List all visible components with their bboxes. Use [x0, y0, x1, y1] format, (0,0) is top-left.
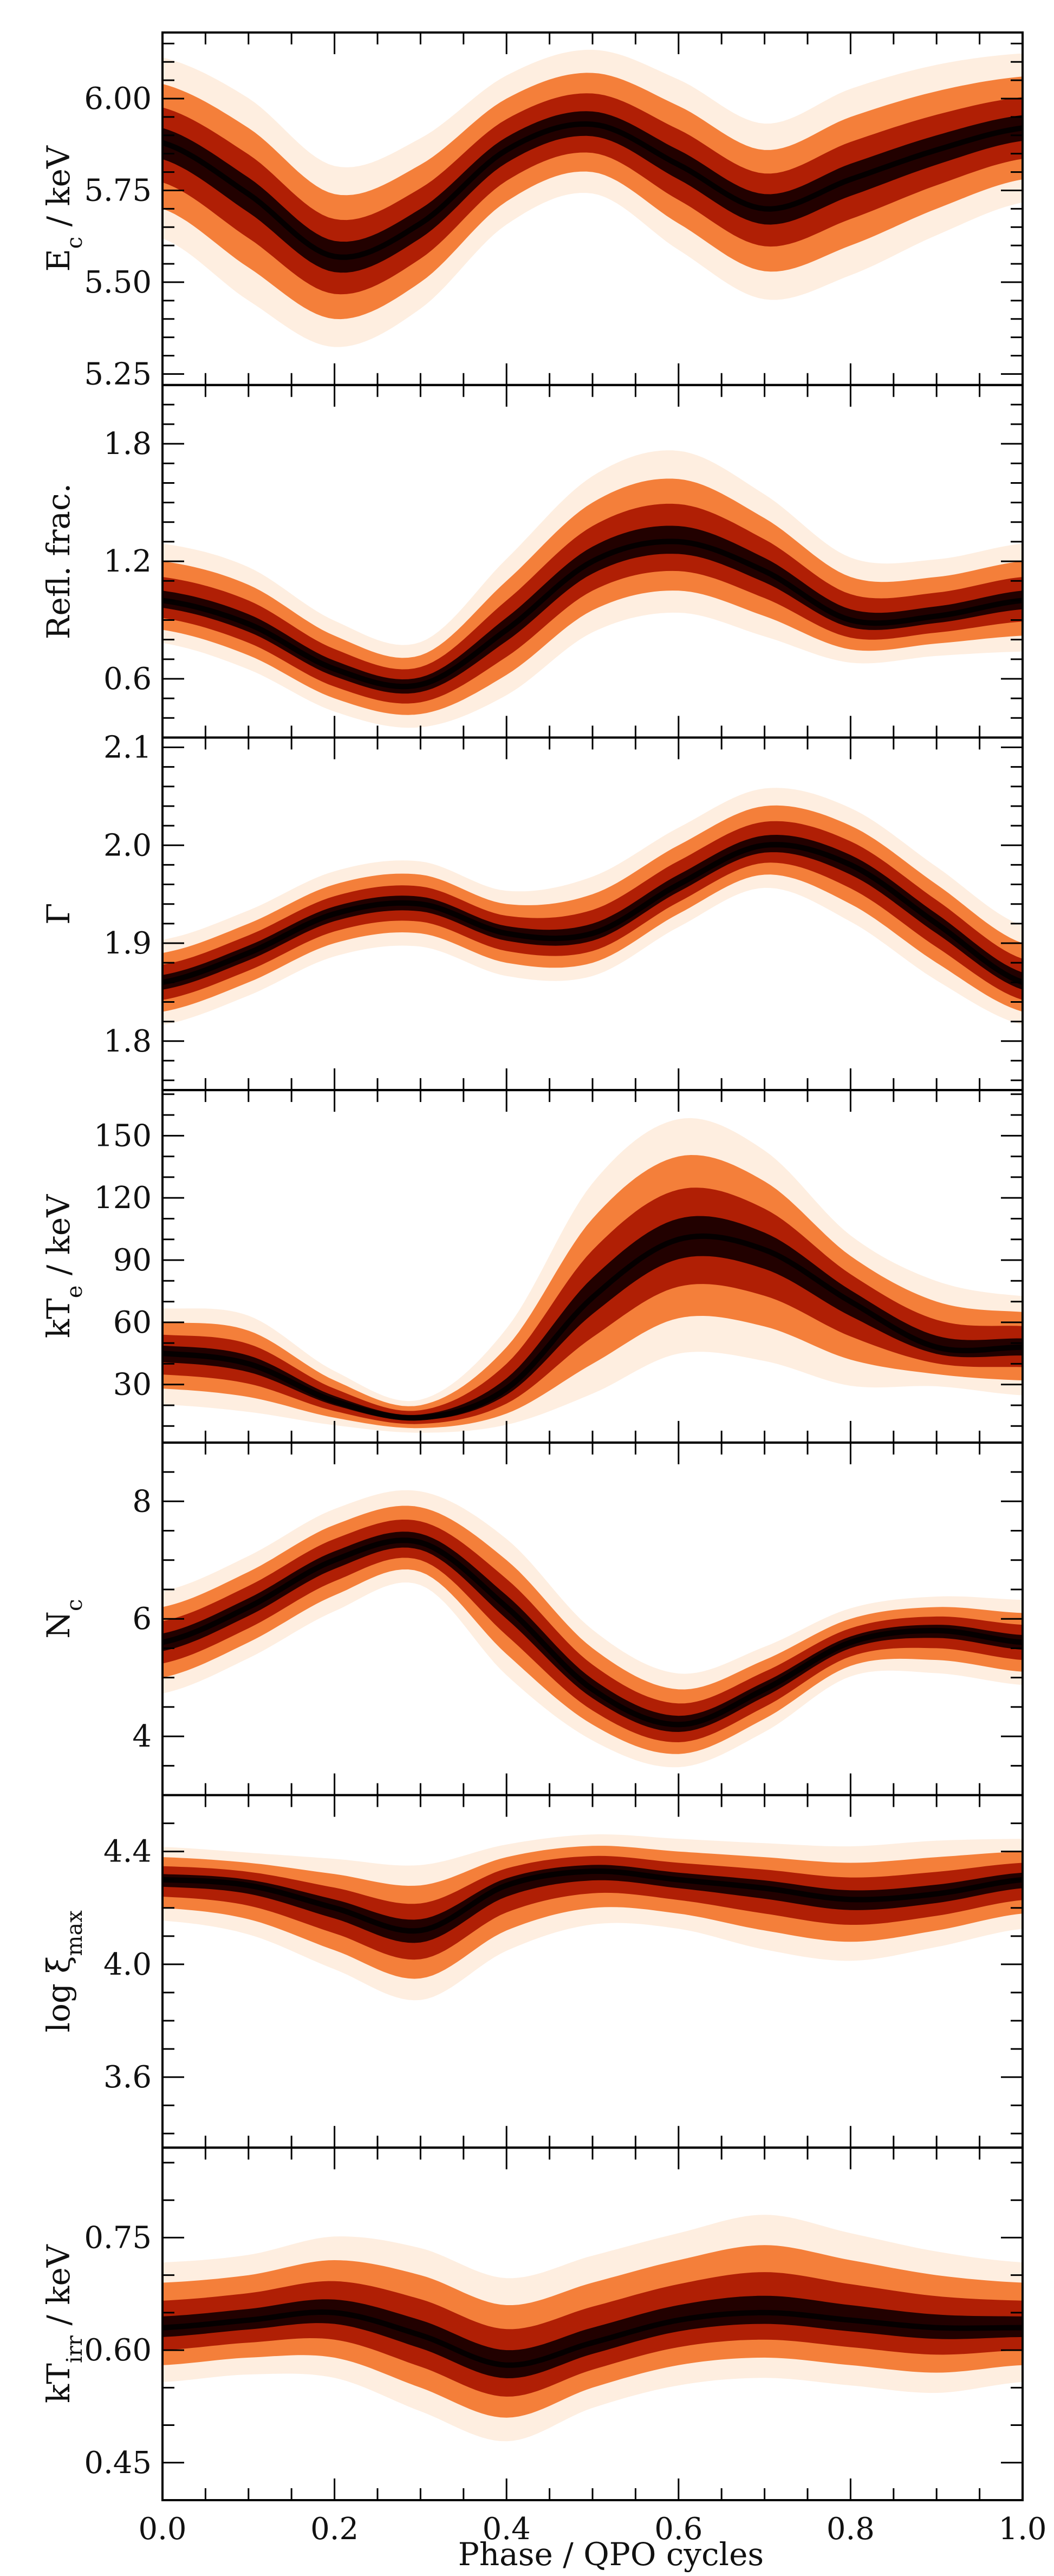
y-axis-label: Refl. frac.: [40, 483, 77, 639]
panel-2: 0.6 1.2 1.8 Refl. frac.: [40, 384, 1024, 739]
y-axis-label: Nc: [40, 1599, 87, 1639]
median-line: [162, 842, 1023, 985]
y-tick-label: 30: [113, 1367, 152, 1403]
y-tick-label: 150: [94, 1118, 152, 1153]
y-tick-label: 6: [132, 1601, 152, 1637]
y-tick-label: 4: [132, 1719, 152, 1754]
y-axis-label: kTirr / keV: [40, 2244, 87, 2403]
y-tick-label: 3.6: [103, 2060, 152, 2095]
panel-5: 4 6 8 Nc: [40, 1441, 1024, 1796]
median-line: [162, 1868, 1023, 1934]
y-tick-label: 5.75: [84, 173, 152, 208]
y-axis-label: Ec / keV: [40, 145, 87, 272]
panel-1: 5.25 5.50 5.75 6.00 Ec / keV: [40, 31, 1024, 392]
y-tick-label: 1.2: [103, 544, 152, 579]
y-tick-label: 0.45: [84, 2445, 152, 2481]
posterior-band: [162, 49, 1023, 347]
y-tick-label: 90: [113, 1243, 152, 1278]
y-tick-label: 4.4: [103, 1834, 152, 1870]
posterior-band: [162, 788, 1023, 1025]
x-tick-label: 0.4: [483, 2512, 531, 2547]
x-tick-label: 1.0: [998, 2512, 1046, 2547]
x-tick-label: 0.2: [310, 2512, 359, 2547]
median-line: [162, 1537, 1023, 1728]
y-tick-label: 5.25: [84, 356, 152, 392]
y-axis-label: log ξmax: [40, 1910, 87, 2033]
panel-4: 30 60 90 120 150 kTe / keV: [40, 1089, 1024, 1444]
x-tick-label: 0.6: [654, 2512, 702, 2547]
panel-6: 3.6 4.0 4.4 log ξmax: [40, 1794, 1024, 2149]
posterior-band: [162, 1118, 1023, 1433]
x-axis-label: Phase / QPO cycles: [458, 2536, 764, 2573]
posterior-band: [162, 2215, 1023, 2442]
band-mid: [162, 1506, 1023, 1754]
band-core: [162, 1216, 1023, 1421]
y-tick-label: 0.6: [103, 661, 152, 697]
posterior-band: [162, 1490, 1023, 1768]
y-tick-label: 8: [132, 1484, 152, 1519]
y-tick-label: 1.9: [103, 926, 152, 961]
y-tick-label: 60: [113, 1305, 152, 1340]
panel-3: 1.8 1.9 2.0 2.1 Γ: [40, 730, 1024, 1092]
panels: 5.25 5.50 5.75 6.00 Ec / keV 0.6 1.2 1.8 Refl. f…: [40, 31, 1024, 2501]
y-tick-label: 4.0: [103, 1947, 152, 1982]
y-tick-label: 5.50: [84, 265, 152, 300]
median-line: [162, 538, 1023, 690]
x-tick-label: 0.8: [827, 2512, 875, 2547]
y-axis-label: Γ: [40, 903, 77, 925]
band-core: [162, 111, 1023, 273]
posterior-band: [162, 450, 1023, 728]
x-tick-label: 0.0: [138, 2512, 186, 2547]
y-axis-label: kTe / keV: [40, 1194, 87, 1338]
y-tick-label: 2.0: [103, 828, 152, 863]
band-inner: [162, 503, 1023, 704]
median-line: [162, 1233, 1023, 1421]
y-tick-label: 120: [94, 1180, 152, 1216]
y-tick-label: 1.8: [103, 1024, 152, 1059]
x-axis: Phase / QPO cycles 0.0 0.2 0.4 0.6 0.8 1.0: [138, 2512, 1046, 2573]
y-tick-label: 2.1: [103, 730, 152, 765]
band-inner: [162, 821, 1023, 1000]
median-line: [162, 121, 1023, 260]
y-tick-label: 0.60: [84, 2333, 152, 2368]
y-tick-label: 1.8: [103, 426, 152, 462]
median-line: [162, 2309, 1023, 2368]
y-tick-label: 6.00: [84, 81, 152, 116]
y-tick-label: 0.75: [84, 2220, 152, 2255]
band-mid: [162, 478, 1023, 715]
posterior-band: [162, 1834, 1023, 2001]
